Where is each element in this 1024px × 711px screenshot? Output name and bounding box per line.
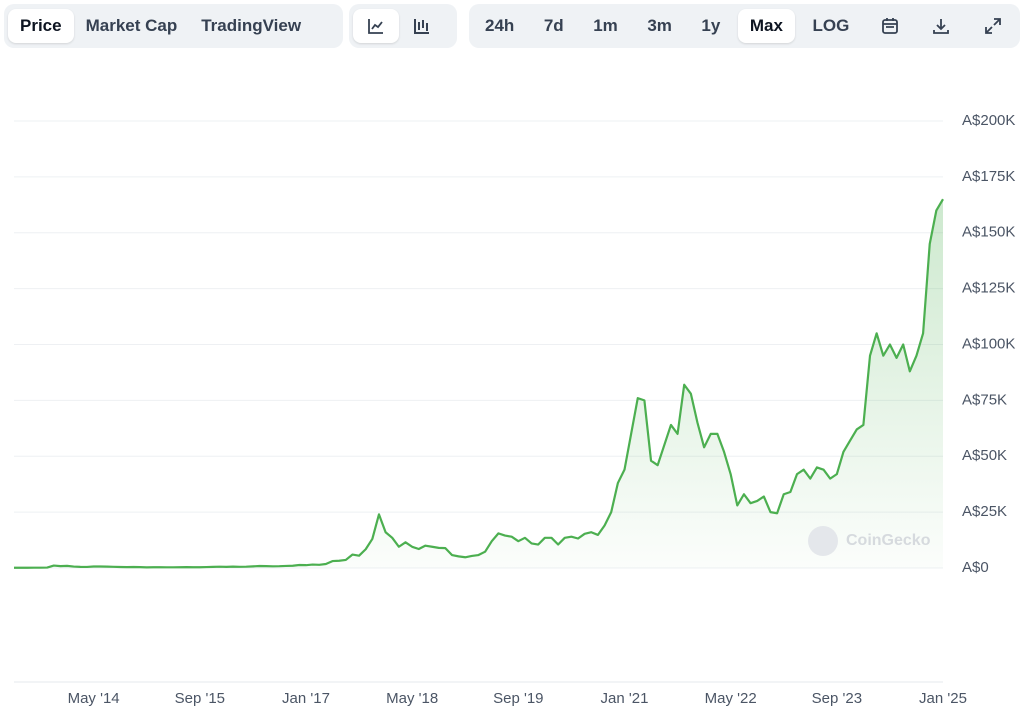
chart-type-group: [349, 4, 457, 48]
x-tick-label: Sep '15: [175, 690, 225, 707]
y-tick-label: A$50K: [962, 447, 1007, 464]
calendar-button[interactable]: [867, 9, 913, 43]
watermark-logo: [808, 526, 838, 556]
x-tick-label: May '22: [705, 690, 757, 707]
y-tick-label: A$175K: [962, 168, 1015, 185]
range-button[interactable]: Max: [737, 9, 795, 43]
watermark: CoinGecko: [846, 532, 931, 549]
tab-group: Price Market Cap TradingView: [4, 4, 343, 48]
plot: [13, 198, 944, 569]
tab[interactable]: TradingView: [201, 16, 302, 35]
range-button[interactable]: 24h: [485, 16, 515, 35]
y-tick-label: A$100K: [962, 335, 1015, 352]
download-icon: [933, 19, 950, 34]
fullscreen-icon: [985, 18, 1001, 34]
x-tick-label: Jan '25: [919, 690, 967, 707]
x-tick-label: Jan '21: [601, 690, 649, 707]
tab[interactable]: Price: [8, 9, 74, 43]
line-chart-button[interactable]: [353, 9, 399, 43]
y-tick-label: A$25K: [962, 503, 1007, 520]
x-tick-label: May '18: [386, 690, 438, 707]
fullscreen-button[interactable]: [970, 9, 1016, 43]
x-tick-label: Sep '19: [493, 690, 543, 707]
range-button[interactable]: 7d: [543, 16, 564, 35]
candle-icon: [414, 19, 429, 34]
log-button[interactable]: LOG: [812, 16, 850, 35]
y-tick-label: A$125K: [962, 280, 1015, 297]
candle-chart-button[interactable]: [399, 9, 445, 43]
y-tick-label: A$200K: [962, 112, 1015, 129]
x-tick-label: Sep '23: [812, 690, 862, 707]
range-group: 24h 7d 1m 3m 1y Max LOG: [469, 4, 1020, 48]
area-fill: [14, 199, 943, 569]
calendar-icon: [881, 18, 898, 34]
x-tick-label: May '14: [68, 690, 120, 707]
line-icon: [368, 19, 383, 34]
x-tick-label: Jan '17: [282, 690, 330, 707]
y-tick-label: A$0: [962, 559, 989, 576]
y-tick-label: A$75K: [962, 391, 1007, 408]
tab[interactable]: Market Cap: [85, 16, 178, 35]
range-button[interactable]: 3m: [647, 16, 672, 35]
y-tick-label: A$150K: [962, 224, 1015, 241]
range-button[interactable]: 1y: [701, 16, 721, 35]
range-button[interactable]: 1m: [593, 16, 618, 35]
price-line: [13, 198, 944, 569]
download-button[interactable]: [918, 9, 964, 43]
